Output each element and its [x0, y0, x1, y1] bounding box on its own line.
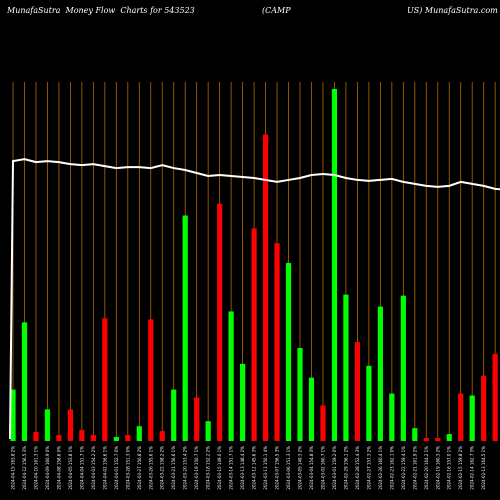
- bar: [297, 348, 303, 441]
- x-tick-label: 2024-03-12 145.6 3%: [252, 446, 257, 490]
- bar: [125, 435, 131, 441]
- bar: [458, 393, 464, 441]
- bar: [159, 431, 165, 441]
- bar: [10, 389, 16, 441]
- bar: [331, 88, 338, 442]
- bar: [67, 409, 73, 441]
- x-tick-label: 2024-02-20 164.2 1%: [424, 446, 429, 490]
- bar: [251, 228, 257, 441]
- x-tick-label: 2024-04-15 163.8 2%: [11, 446, 16, 490]
- bar: [469, 395, 475, 441]
- bar: [366, 365, 372, 441]
- x-tick-label: 2024-03-20 153.4 2%: [183, 446, 188, 490]
- x-tick-label: 2024-04-09 160.9 0%: [45, 446, 50, 490]
- x-tick-label: 2024-03-02 160.7 1%: [320, 446, 325, 490]
- x-tick-label: 2024-03-01 159.2 0%: [332, 446, 337, 490]
- chart-header-middle: (CAMP: [262, 6, 291, 15]
- bar: [412, 428, 418, 441]
- bar: [171, 389, 177, 441]
- x-tick-label: 2024-02-13 164.5 1%: [481, 446, 486, 490]
- x-tick-label: 2024-03-04 154.8 3%: [309, 446, 314, 490]
- bar: [446, 434, 452, 441]
- x-tick-label: 2024-02-28 152.4 3%: [355, 446, 360, 490]
- x-tick-label: 2024-03-11 150.1 4%: [263, 446, 268, 490]
- bar: [377, 306, 383, 441]
- x-tick-label: 2024-03-14 151.7 1%: [229, 446, 234, 490]
- x-tick-label: 2024-02-21 161.9 2%: [412, 446, 417, 490]
- x-tick-label: 2024-02-19 160.3 2%: [435, 446, 440, 490]
- x-tick-label: 2024-03-21 156.6 1%: [171, 446, 176, 490]
- chart-header-left: MunafaSutra Money Flow Charts for 543523: [7, 6, 195, 15]
- bar-series: [10, 88, 498, 442]
- x-tick-label: 2024-04-03 154.2 2%: [91, 446, 96, 490]
- bar: [21, 322, 28, 441]
- bar: [228, 311, 234, 441]
- x-tick-label: 2024-04-08 158.6 0%: [56, 446, 61, 490]
- x-tick-label: 2024-03-22 158.2 2%: [160, 446, 165, 490]
- bar: [240, 363, 246, 441]
- x-tick-label: 2024-02-27 157.3 2%: [366, 446, 371, 490]
- x-tick-label: 2024-03-13 148.4 2%: [240, 446, 245, 490]
- x-tick-label: 2024-03-28 151.3 0%: [125, 446, 130, 490]
- bar: [492, 353, 498, 441]
- bar: [262, 134, 269, 441]
- bar: [194, 397, 200, 441]
- bar: [320, 405, 326, 441]
- x-tick-label: 2024-03-15 149.0 1%: [217, 446, 222, 490]
- x-tick-label: 2024-02-15 159.8 2%: [458, 446, 463, 490]
- x-tick-label: 2024-03-05 149.3 2%: [298, 446, 303, 490]
- bar: [90, 435, 96, 441]
- x-tick-label: 2024-03-19 150.7 1%: [194, 446, 199, 490]
- x-tick-label: 2024-03-27 150.8 2%: [137, 446, 142, 490]
- bar: [400, 295, 406, 441]
- x-tick-label: 2024-03-06 151.3 1%: [286, 446, 291, 490]
- x-tick-label: 2024-04-05 153.8 1%: [68, 446, 73, 490]
- bar: [285, 263, 292, 441]
- bar: [423, 438, 429, 441]
- chart-header-right: US) MunafaSutra.com: [407, 6, 498, 15]
- x-tick-label: 2024-02-16 157.0 1%: [447, 446, 452, 490]
- x-tick-label: 2024-02-23 162.1 0%: [389, 446, 394, 490]
- bar: [435, 438, 441, 441]
- x-tick-label: 2024-02-29 156.1 2%: [343, 446, 348, 490]
- x-tick-label: 2024-02-22 159.4 1%: [401, 446, 406, 490]
- bar: [79, 430, 85, 441]
- bar: [102, 318, 108, 441]
- bar: [205, 421, 211, 441]
- x-axis-labels: 2024-04-15 163.8 2% 2024-04-12 156.5 3% 20…: [11, 446, 487, 490]
- bar: [308, 377, 315, 441]
- x-tick-label: 2024-02-26 160.4 1%: [378, 446, 383, 490]
- bar: [481, 375, 487, 441]
- x-tick-label: 2024-03-26 155.6 1%: [148, 446, 153, 490]
- bar: [148, 319, 154, 441]
- bar: [44, 409, 51, 441]
- bar: [274, 243, 280, 441]
- x-tick-label: 2024-02-14 162.7 3%: [470, 446, 475, 490]
- x-tick-label: 2024-03-07 156.5 3%: [275, 446, 280, 490]
- bar: [33, 432, 39, 441]
- x-tick-label: 2024-04-10 161.3 1%: [33, 446, 38, 490]
- x-tick-label: 2024-04-04 151.7 1%: [79, 446, 84, 490]
- bar: [136, 426, 142, 441]
- x-tick-label: 2024-04-02 156.6 1%: [102, 446, 107, 490]
- bar: [113, 437, 119, 441]
- x-tick-label: 2024-04-01 152.7 0%: [114, 446, 119, 490]
- price-line: [9, 158, 500, 440]
- bar: [56, 435, 62, 441]
- bar: [389, 393, 395, 441]
- x-tick-label: 2024-03-18 152.2 2%: [206, 446, 211, 490]
- bar: [354, 342, 360, 441]
- bar: [217, 203, 223, 441]
- bar: [343, 294, 349, 441]
- x-tick-label: 2024-04-12 156.5 3%: [22, 446, 27, 490]
- bar: [182, 215, 188, 441]
